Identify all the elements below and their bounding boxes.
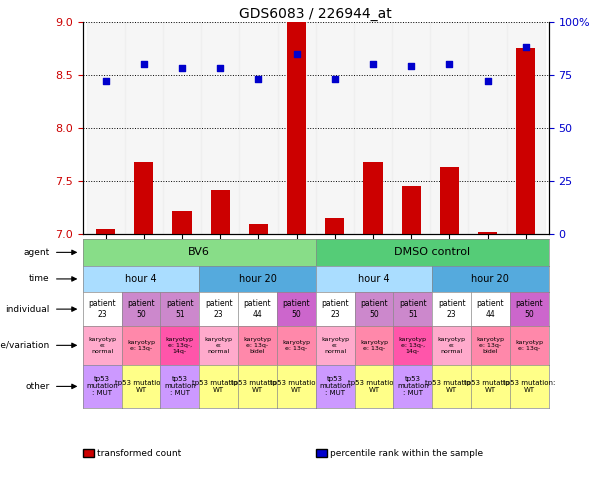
Text: hour 4: hour 4 [125,274,157,284]
Text: tp53 mutation:
WT: tp53 mutation: WT [192,380,245,393]
Text: hour 4: hour 4 [358,274,390,284]
Text: karyotyp
e: 13q-: karyotyp e: 13q- [282,340,310,351]
Text: BV6: BV6 [188,247,210,257]
Text: patient
50: patient 50 [516,299,543,319]
Text: tp53 mutation:
WT: tp53 mutation: WT [464,380,517,393]
Bar [392,22,430,234]
Bar [201,22,239,234]
Text: time: time [29,274,50,284]
Text: patient
51: patient 51 [166,299,194,319]
Bar [326,218,345,234]
Text: patient
50: patient 50 [127,299,155,319]
Text: karyotyp
e: 13q-,
14q-: karyotyp e: 13q-, 14q- [166,337,194,354]
Bar [364,162,383,234]
Bar [125,22,163,234]
Point [254,75,264,83]
Bar [134,162,153,234]
Text: patient
50: patient 50 [360,299,388,319]
Point [139,60,149,68]
Point [482,77,492,85]
Point [521,43,531,51]
Bar [287,22,306,234]
Bar [96,229,115,234]
Text: patient
51: patient 51 [399,299,427,319]
Bar [249,224,268,234]
Text: patient
23: patient 23 [321,299,349,319]
Text: tp53
mutation
: MUT: tp53 mutation : MUT [319,376,351,397]
Text: patient
50: patient 50 [283,299,310,319]
Text: tp53 mutation:
WT: tp53 mutation: WT [348,380,400,393]
Text: other: other [25,382,50,391]
Bar [239,22,278,234]
Text: karyotyp
e: 13q-,
14q-: karyotyp e: 13q-, 14q- [398,337,427,354]
Title: GDS6083 / 226944_at: GDS6083 / 226944_at [239,7,392,21]
Text: karyotyp
e: 13q-
bidel: karyotyp e: 13q- bidel [243,337,272,354]
Text: karyotyp
e: 13q-: karyotyp e: 13q- [127,340,155,351]
Point [330,75,340,83]
Point [215,65,225,72]
Bar [172,211,192,234]
Text: tp53 mutation:
WT: tp53 mutation: WT [425,380,478,393]
Text: patient
44: patient 44 [243,299,272,319]
Text: patient
23: patient 23 [205,299,232,319]
Bar [440,167,459,234]
Text: karyotyp
e:
normal: karyotyp e: normal [88,337,116,354]
Bar [478,232,497,234]
Bar [163,22,201,234]
Text: patient
23: patient 23 [88,299,116,319]
Point [368,60,378,68]
Bar [211,190,230,234]
Text: tp53 mutation:
WT: tp53 mutation: WT [231,380,284,393]
Bar [516,48,535,234]
Text: hour 20: hour 20 [238,274,276,284]
Text: percentile rank within the sample: percentile rank within the sample [330,449,483,457]
Bar [402,186,421,234]
Bar [506,22,545,234]
Text: tp53 mutation:
WT: tp53 mutation: WT [503,380,555,393]
Point [292,50,302,57]
Text: tp53
mutation
: MUT: tp53 mutation : MUT [397,376,428,397]
Text: transformed count: transformed count [97,449,181,457]
Text: tp53
mutation
: MUT: tp53 mutation : MUT [164,376,196,397]
Text: karyotyp
e: 13q-: karyotyp e: 13q- [360,340,388,351]
Text: karyotyp
e:
normal: karyotyp e: normal [438,337,466,354]
Text: karyotyp
e:
normal: karyotyp e: normal [205,337,233,354]
Bar [354,22,392,234]
Text: tp53
mutation
: MUT: tp53 mutation : MUT [86,376,118,397]
Bar [316,22,354,234]
Text: hour 20: hour 20 [471,274,509,284]
Text: patient
23: patient 23 [438,299,465,319]
Text: individual: individual [6,305,50,313]
Point [101,77,110,85]
Text: tp53 mutation:
WT: tp53 mutation: WT [115,380,167,393]
Text: karyotyp
e: 13q-
bidel: karyotyp e: 13q- bidel [476,337,504,354]
Text: patient
44: patient 44 [476,299,504,319]
Text: agent: agent [23,248,50,257]
Bar [86,22,125,234]
Text: tp53 mutation:
WT: tp53 mutation: WT [270,380,322,393]
Bar [430,22,468,234]
Text: genotype/variation: genotype/variation [0,341,50,350]
Text: DMSO control: DMSO control [394,247,470,257]
Text: karyotyp
e: 13q-: karyotyp e: 13q- [515,340,543,351]
Bar [278,22,316,234]
Point [444,60,454,68]
Point [177,65,187,72]
Bar [468,22,506,234]
Point [406,62,416,70]
Text: karyotyp
e:
normal: karyotyp e: normal [321,337,349,354]
